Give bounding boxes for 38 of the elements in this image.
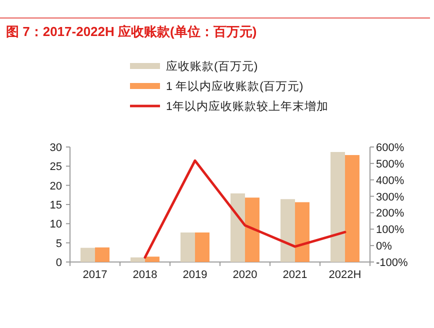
legend-label: 1年以内应收账款较上年末增加 [166,99,328,113]
bar [145,256,160,262]
y2-tick-label: -100% [376,257,408,269]
y-tick-label: 20 [50,180,62,192]
line-series [144,159,346,259]
x-tick-label: 2017 [82,269,108,281]
bar [130,257,145,262]
y2-tick-label: 200% [376,208,404,220]
bar [95,247,110,262]
x-tick-label: 2018 [132,269,158,281]
bar [230,193,245,262]
y2-tick-label: 100% [376,224,404,236]
y2-tick-label: 500% [376,158,404,170]
bar [295,202,310,262]
legend-label: 应收账款(百万元) [166,59,258,73]
legend-label: 1 年以内应收账款(百万元) [166,79,304,93]
bar [245,198,260,262]
x-tick-label: 2021 [282,269,308,281]
y-tick-label: 15 [50,200,62,212]
y2-tick-label: 300% [376,191,404,204]
y-tick-label: 0 [56,257,62,269]
y-tick-label: 30 [50,142,62,154]
x-tick-label: 2020 [232,269,258,281]
bar [280,199,295,262]
x-tick-label: 2019 [182,269,208,281]
chart-title: 图 7：2017-2022H 应收账款(单位：百万元) [6,24,257,39]
y-tick-label: 25 [50,161,62,174]
bar [345,155,360,262]
bar [180,232,195,262]
y-tick-label: 10 [50,218,62,231]
y2-tick-label: 0% [376,240,392,253]
y-tick-label: 5 [56,238,62,250]
bar [195,232,210,262]
bar [80,248,95,262]
y2-tick-label: 400% [376,174,404,187]
bar [330,152,345,262]
y2-tick-label: 600% [376,142,404,154]
x-tick-label: 2022H [328,269,362,281]
